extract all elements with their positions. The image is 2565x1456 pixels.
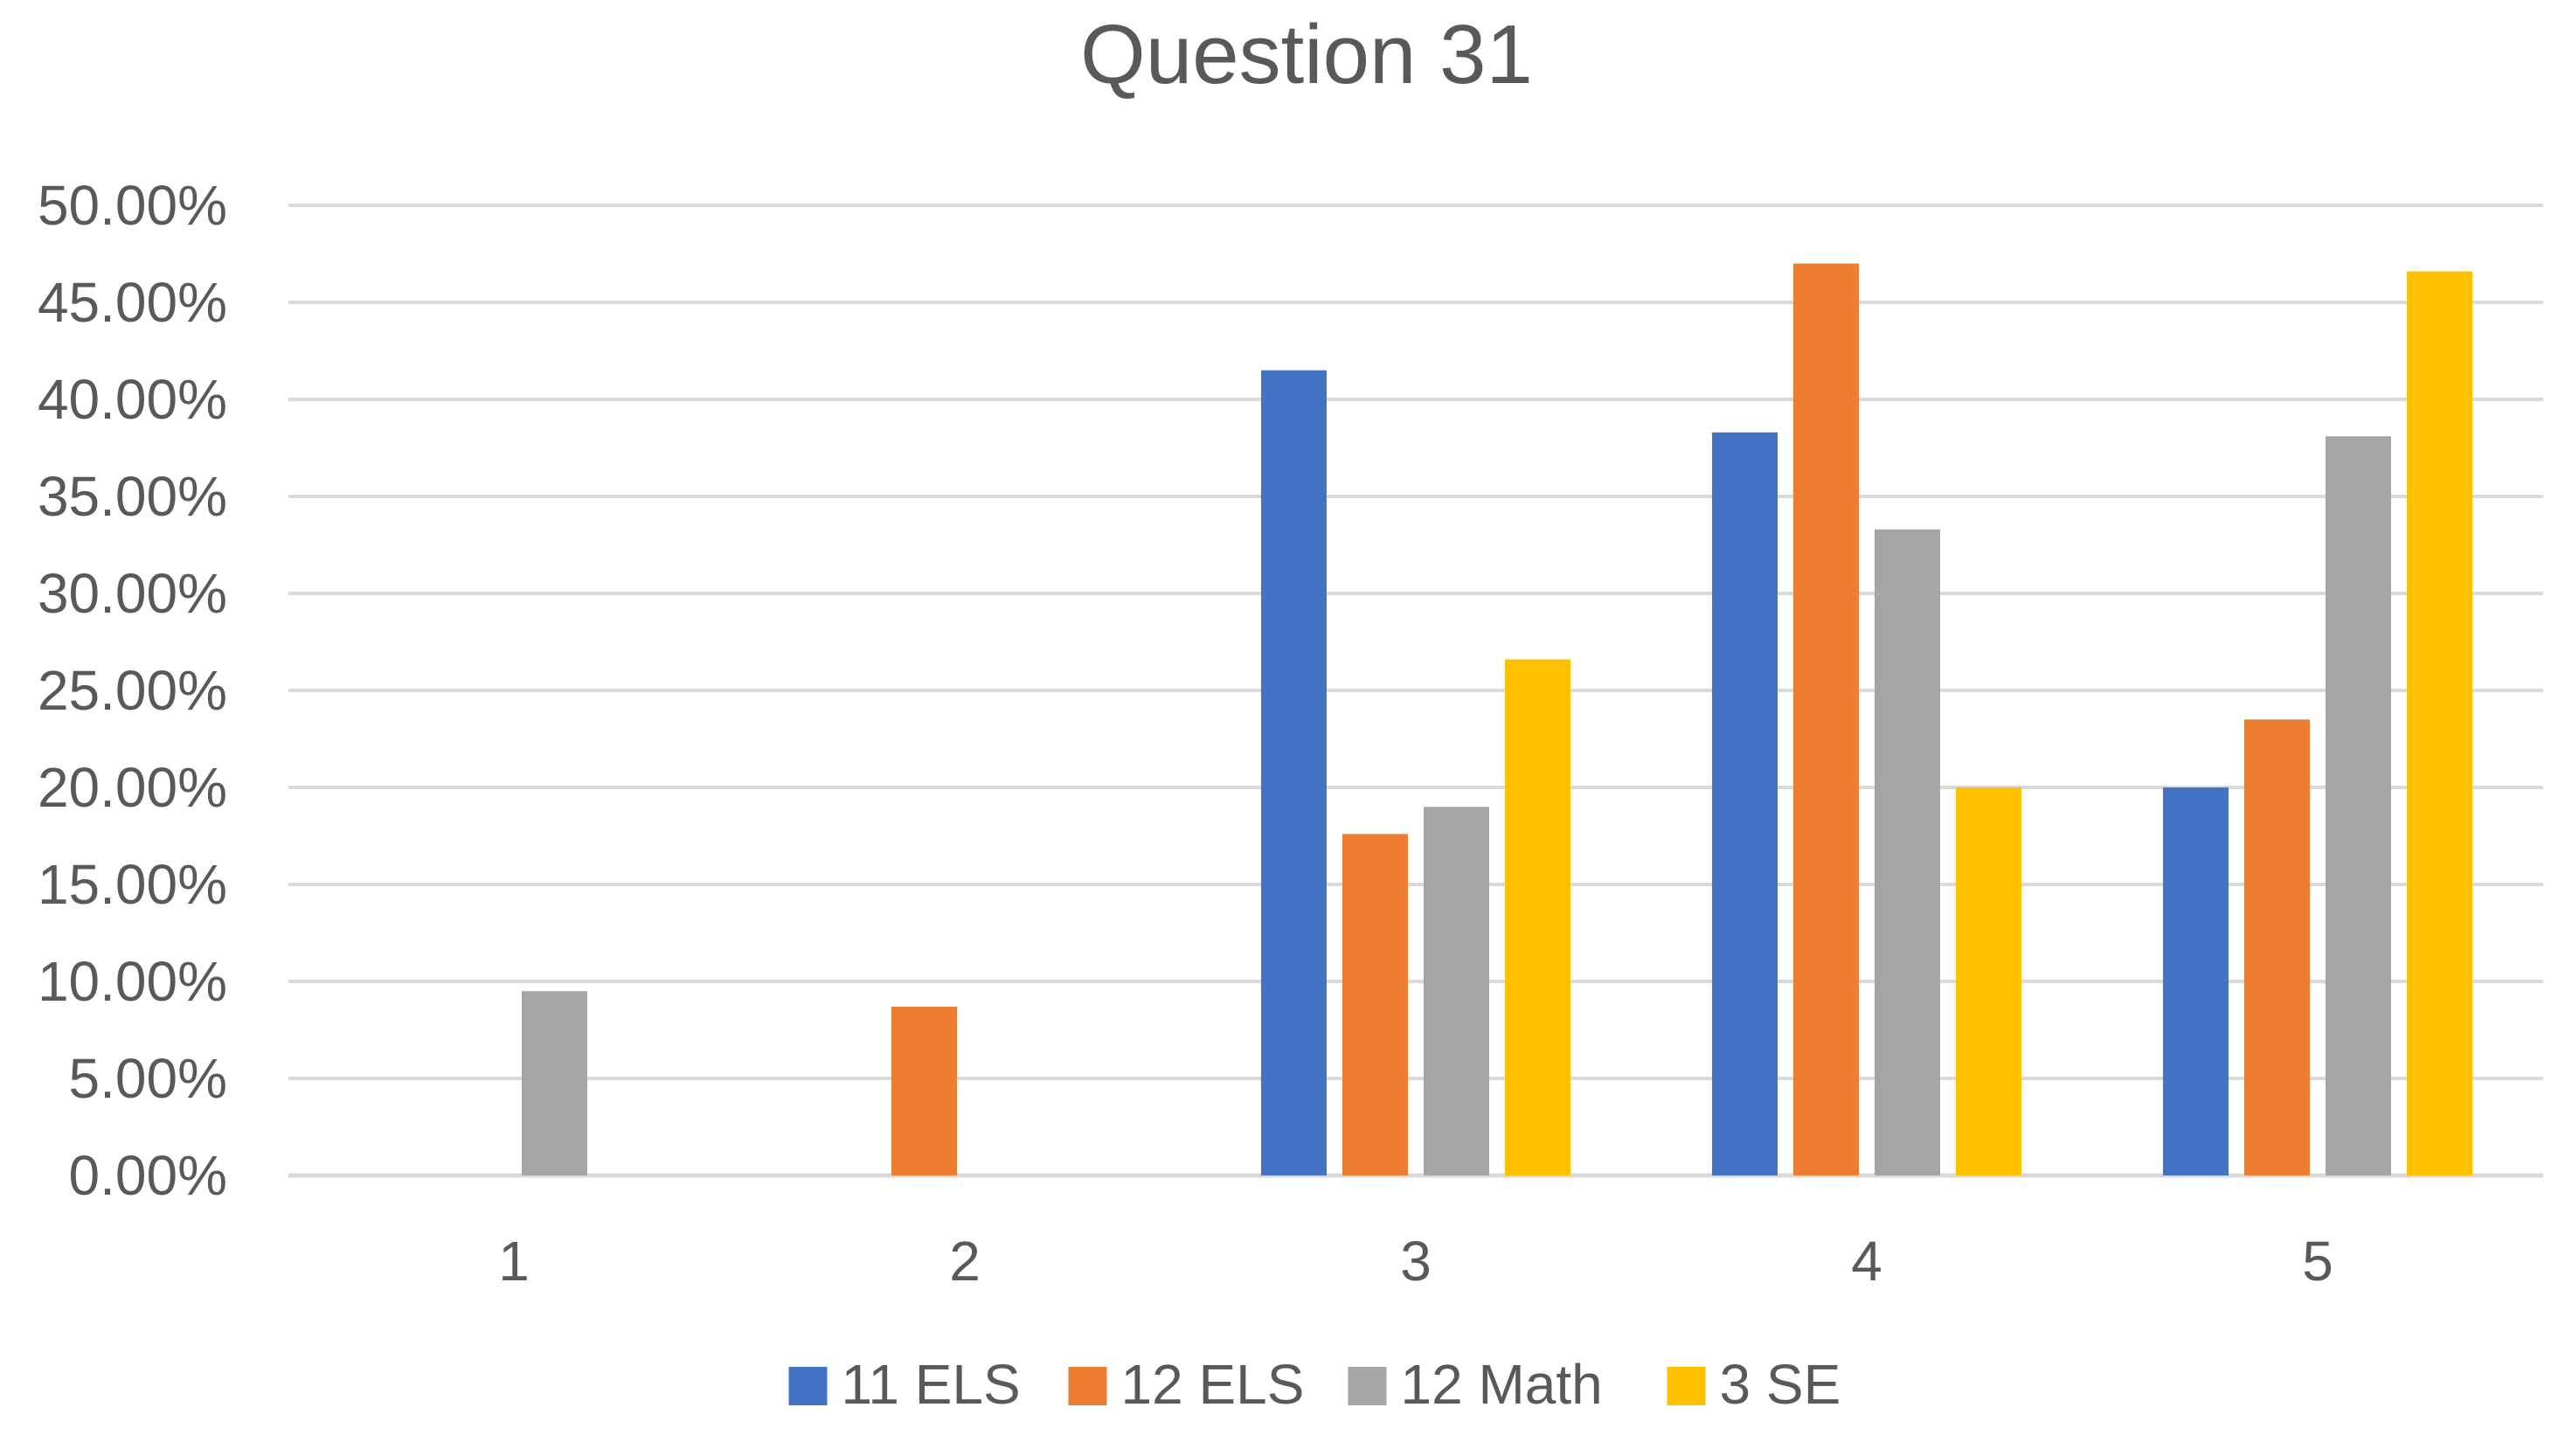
legend-item-11-els: 11 ELS: [788, 1353, 1021, 1416]
legend-swatch: [788, 1367, 828, 1405]
legend-item-12-els: 12 ELS: [1068, 1353, 1305, 1416]
legend-swatch: [1667, 1367, 1706, 1405]
x-tick-label: 3: [1400, 1230, 1432, 1293]
x-axis-tick-labels: 1 2 3 4 5: [498, 1230, 2333, 1293]
bar-12-math-cat-5: [2326, 436, 2391, 1175]
bar-3-se-cat-3: [1505, 659, 1570, 1175]
x-tick-label: 5: [2302, 1230, 2333, 1293]
bars: [522, 263, 2472, 1176]
chart-title: Question 31: [1080, 8, 1533, 101]
legend-label: 11 ELS: [842, 1353, 1021, 1416]
bar-12-els-cat-2: [891, 1006, 957, 1175]
y-tick-label: 10.00%: [38, 950, 227, 1013]
x-tick-label: 4: [1851, 1230, 1882, 1293]
legend-label: 12 Math: [1401, 1353, 1603, 1416]
bar-11-els-cat-4: [1712, 432, 1778, 1175]
legend-label: 12 ELS: [1121, 1353, 1305, 1416]
bar-12-els-cat-3: [1342, 834, 1408, 1175]
bar-12-math-cat-1: [522, 991, 587, 1175]
gridlines: [288, 204, 2543, 1178]
y-tick-label: 15.00%: [38, 853, 227, 916]
y-tick-label: 35.00%: [38, 465, 227, 528]
y-tick-label: 0.00%: [69, 1144, 227, 1207]
y-tick-label: 25.00%: [38, 659, 227, 722]
x-tick-label: 1: [498, 1230, 530, 1293]
bar-3-se-cat-5: [2407, 271, 2472, 1176]
y-tick-label: 50.00%: [38, 174, 227, 237]
bar-3-se-cat-4: [1956, 787, 2021, 1175]
y-tick-label: 30.00%: [38, 562, 227, 625]
legend: 11 ELS 12 ELS 12 Math 3 SE: [788, 1353, 1841, 1416]
legend-swatch: [1068, 1367, 1107, 1405]
bar-12-math-cat-3: [1424, 807, 1489, 1175]
y-tick-label: 20.00%: [38, 756, 227, 819]
bar-12-els-cat-4: [1793, 263, 1859, 1176]
legend-item-3-se: 3 SE: [1667, 1353, 1841, 1416]
legend-label: 3 SE: [1720, 1353, 1841, 1416]
bar-12-math-cat-4: [1875, 529, 1940, 1175]
y-tick-label: 40.00%: [38, 368, 227, 431]
x-tick-label: 2: [949, 1230, 981, 1293]
y-axis-tick-labels: 0.00% 5.00% 10.00% 15.00% 20.00% 25.00% 30.00%…: [38, 174, 227, 1207]
bar-11-els-cat-5: [2163, 787, 2229, 1175]
bar-12-els-cat-5: [2244, 719, 2310, 1175]
legend-item-12-math: 12 Math: [1348, 1353, 1603, 1416]
bar-11-els-cat-3: [1261, 370, 1327, 1175]
y-tick-label: 5.00%: [69, 1047, 227, 1110]
y-tick-label: 45.00%: [38, 271, 227, 334]
legend-swatch: [1348, 1367, 1387, 1405]
